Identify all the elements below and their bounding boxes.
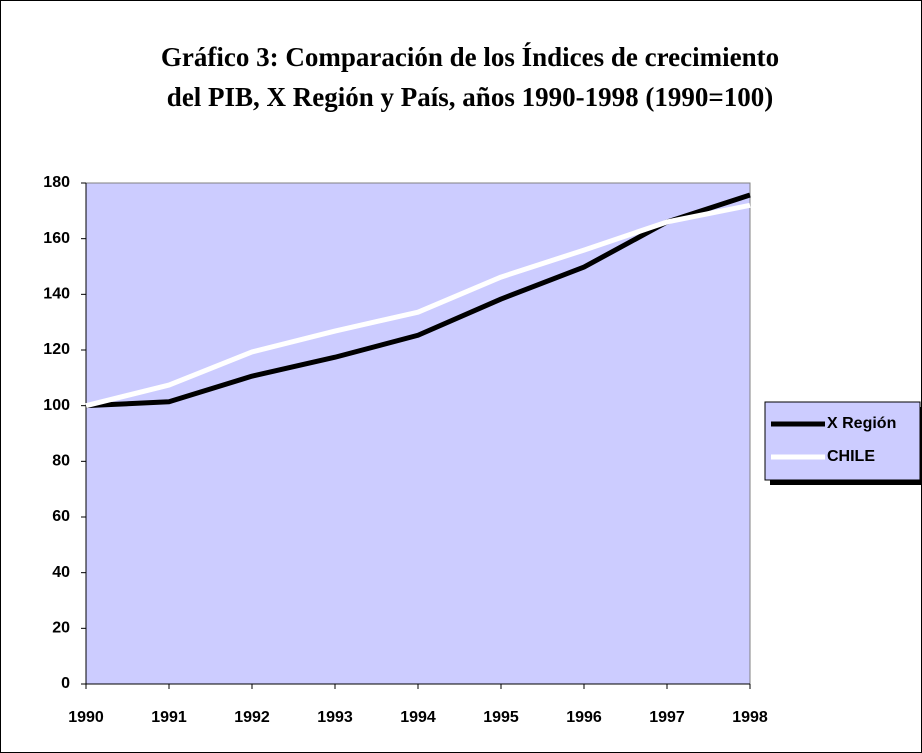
legend-label: X Región (827, 415, 896, 432)
x-tick-label: 1992 (234, 709, 270, 726)
x-tick-label: 1991 (151, 709, 187, 726)
chart-title: Gráfico 3: Comparación de los Índices de… (161, 42, 779, 72)
y-tick-label: 80 (52, 453, 70, 470)
x-tick-label: 1994 (400, 709, 436, 726)
x-tick-label: 1997 (649, 709, 685, 726)
x-tick-label: 1998 (732, 709, 768, 726)
y-tick-label: 120 (43, 341, 70, 358)
y-tick-label: 20 (52, 620, 70, 637)
legend-box (764, 401, 921, 481)
series-line (85, 192, 751, 409)
y-tick-label: 60 (52, 508, 70, 525)
y-tick-label: 0 (61, 675, 70, 692)
y-tick-label: 140 (43, 286, 70, 303)
x-tick-label: 1990 (68, 709, 104, 726)
x-tick-label: 1995 (483, 709, 519, 726)
plot-area (85, 182, 751, 685)
y-tick-label: 180 (43, 174, 70, 191)
x-tick-label: 1996 (566, 709, 602, 726)
y-tick-label: 160 (43, 230, 70, 247)
x-tick-label: 1993 (317, 709, 353, 726)
legend-label: CHILE (827, 448, 875, 465)
y-tick-label: 40 (52, 564, 70, 581)
series-line (85, 202, 751, 409)
y-tick-label: 100 (43, 397, 70, 414)
chart-title: del PIB, X Región y País, años 1990-1998… (167, 82, 773, 112)
